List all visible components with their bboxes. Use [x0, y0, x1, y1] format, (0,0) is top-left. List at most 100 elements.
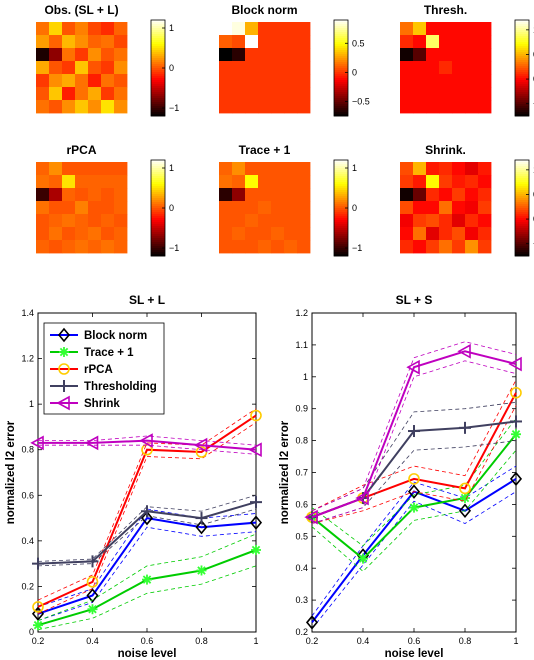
colorbar-segment	[151, 90, 165, 93]
colorbar-segment	[151, 70, 165, 73]
heatmap-cell	[232, 201, 246, 215]
colorbar-segment	[151, 76, 165, 79]
colorbar-segment	[334, 22, 348, 25]
colorbar-segment	[151, 160, 165, 163]
heatmap-panel-shrink: Shrink.10.50−0.5	[400, 143, 534, 257]
colorbar-segment	[515, 114, 529, 117]
heatmap-cell	[413, 214, 427, 228]
colorbar-segment	[151, 74, 165, 77]
colorbar-segment	[151, 166, 165, 169]
colorbar-segment	[151, 188, 165, 191]
heatmap-cell	[413, 61, 427, 75]
colorbar-segment	[334, 218, 348, 221]
colorbar-segment	[515, 46, 529, 49]
colorbar-segment	[515, 232, 529, 235]
colorbar-segment	[515, 40, 529, 43]
colorbar-segment	[151, 176, 165, 179]
heatmap-cell	[219, 175, 233, 189]
colorbar-segment	[515, 90, 529, 93]
heatmap-cell	[478, 175, 492, 189]
heatmap-cell	[452, 100, 466, 114]
heatmap-cell	[284, 214, 298, 228]
colorbar-segment	[334, 242, 348, 245]
data-marker	[358, 554, 368, 563]
colorbar-segment	[515, 198, 529, 201]
series-band-lower	[37, 565, 257, 631]
colorbar-segment	[151, 214, 165, 217]
y-axis-label: normalized l2 error	[5, 420, 17, 524]
heatmap-cell	[400, 227, 414, 241]
heatmap-cell	[297, 162, 311, 176]
heatmap-cell	[232, 175, 246, 189]
x-tick-label: 1	[253, 636, 258, 646]
colorbar-segment	[151, 112, 165, 115]
heatmap-cell	[439, 227, 453, 241]
heatmap-cell	[88, 214, 102, 228]
heatmap-cell	[284, 61, 298, 75]
data-marker	[30, 435, 44, 451]
colorbar-segment	[334, 204, 348, 207]
heatmap-cell	[62, 22, 76, 36]
colorbar-segment	[334, 30, 348, 33]
heatmap-cell	[101, 201, 115, 215]
colorbar-segment	[515, 164, 529, 167]
colorbar-segment	[151, 44, 165, 47]
data-marker	[84, 435, 99, 451]
data-marker	[140, 510, 154, 526]
colorbar-segment	[334, 56, 348, 59]
colorbar-segment	[334, 194, 348, 197]
series-band-lower	[37, 526, 257, 621]
colorbar-segment	[515, 58, 529, 61]
heatmap-cell	[452, 22, 466, 36]
colorbar-segment	[334, 78, 348, 81]
colorbar-tick-label: 1	[352, 163, 357, 173]
colorbar-segment	[151, 202, 165, 205]
heatmap-cell	[101, 87, 115, 101]
x-tick-label: 0.6	[408, 636, 421, 646]
colorbar-segment	[334, 162, 348, 165]
colorbar-segment	[334, 112, 348, 115]
heatmap-cell	[36, 35, 50, 49]
colorbar-segment	[151, 84, 165, 87]
colorbar-segment	[151, 242, 165, 245]
heatmap-cell	[258, 61, 272, 75]
colorbar-segment	[515, 182, 529, 185]
colorbar-segment	[151, 82, 165, 85]
heatmap-cell	[219, 100, 233, 114]
heatmap-cell	[88, 74, 102, 88]
data-marker	[31, 606, 45, 622]
heatmap-cell	[452, 227, 466, 241]
series-line	[37, 414, 257, 608]
colorbar-tick-label: 0	[169, 63, 174, 73]
colorbar-segment	[334, 60, 348, 63]
heatmap-cell	[232, 240, 246, 254]
heatmap-cell	[232, 100, 246, 114]
heatmap-cell	[400, 48, 414, 62]
colorbar-segment	[151, 218, 165, 221]
colorbar-segment	[151, 198, 165, 201]
colorbar-segment	[515, 246, 529, 249]
colorbar-segment	[151, 240, 165, 243]
colorbar-segment	[515, 216, 529, 219]
heatmap-cell	[478, 227, 492, 241]
colorbar-segment	[515, 54, 529, 57]
colorbar-segment	[151, 114, 165, 117]
heatmap-cell	[271, 188, 285, 202]
heatmap-cell	[101, 74, 115, 88]
heatmap-cell	[245, 100, 259, 114]
heatmap-title: Shrink.	[425, 143, 466, 157]
colorbar-segment	[515, 252, 529, 255]
heatmap-cell	[439, 188, 453, 202]
heatmap-cell	[36, 214, 50, 228]
heatmap-cell	[284, 162, 298, 176]
colorbar-segment	[515, 70, 529, 73]
heatmap-cell	[465, 188, 479, 202]
heatmap-cell	[297, 100, 311, 114]
heatmap-cell	[258, 22, 272, 36]
heatmap-cell	[62, 162, 76, 176]
heatmap-cell	[271, 175, 285, 189]
heatmap-cell	[114, 87, 128, 101]
heatmap-cell	[426, 87, 440, 101]
heatmap-cell	[284, 240, 298, 254]
heatmap-cell	[101, 214, 115, 228]
